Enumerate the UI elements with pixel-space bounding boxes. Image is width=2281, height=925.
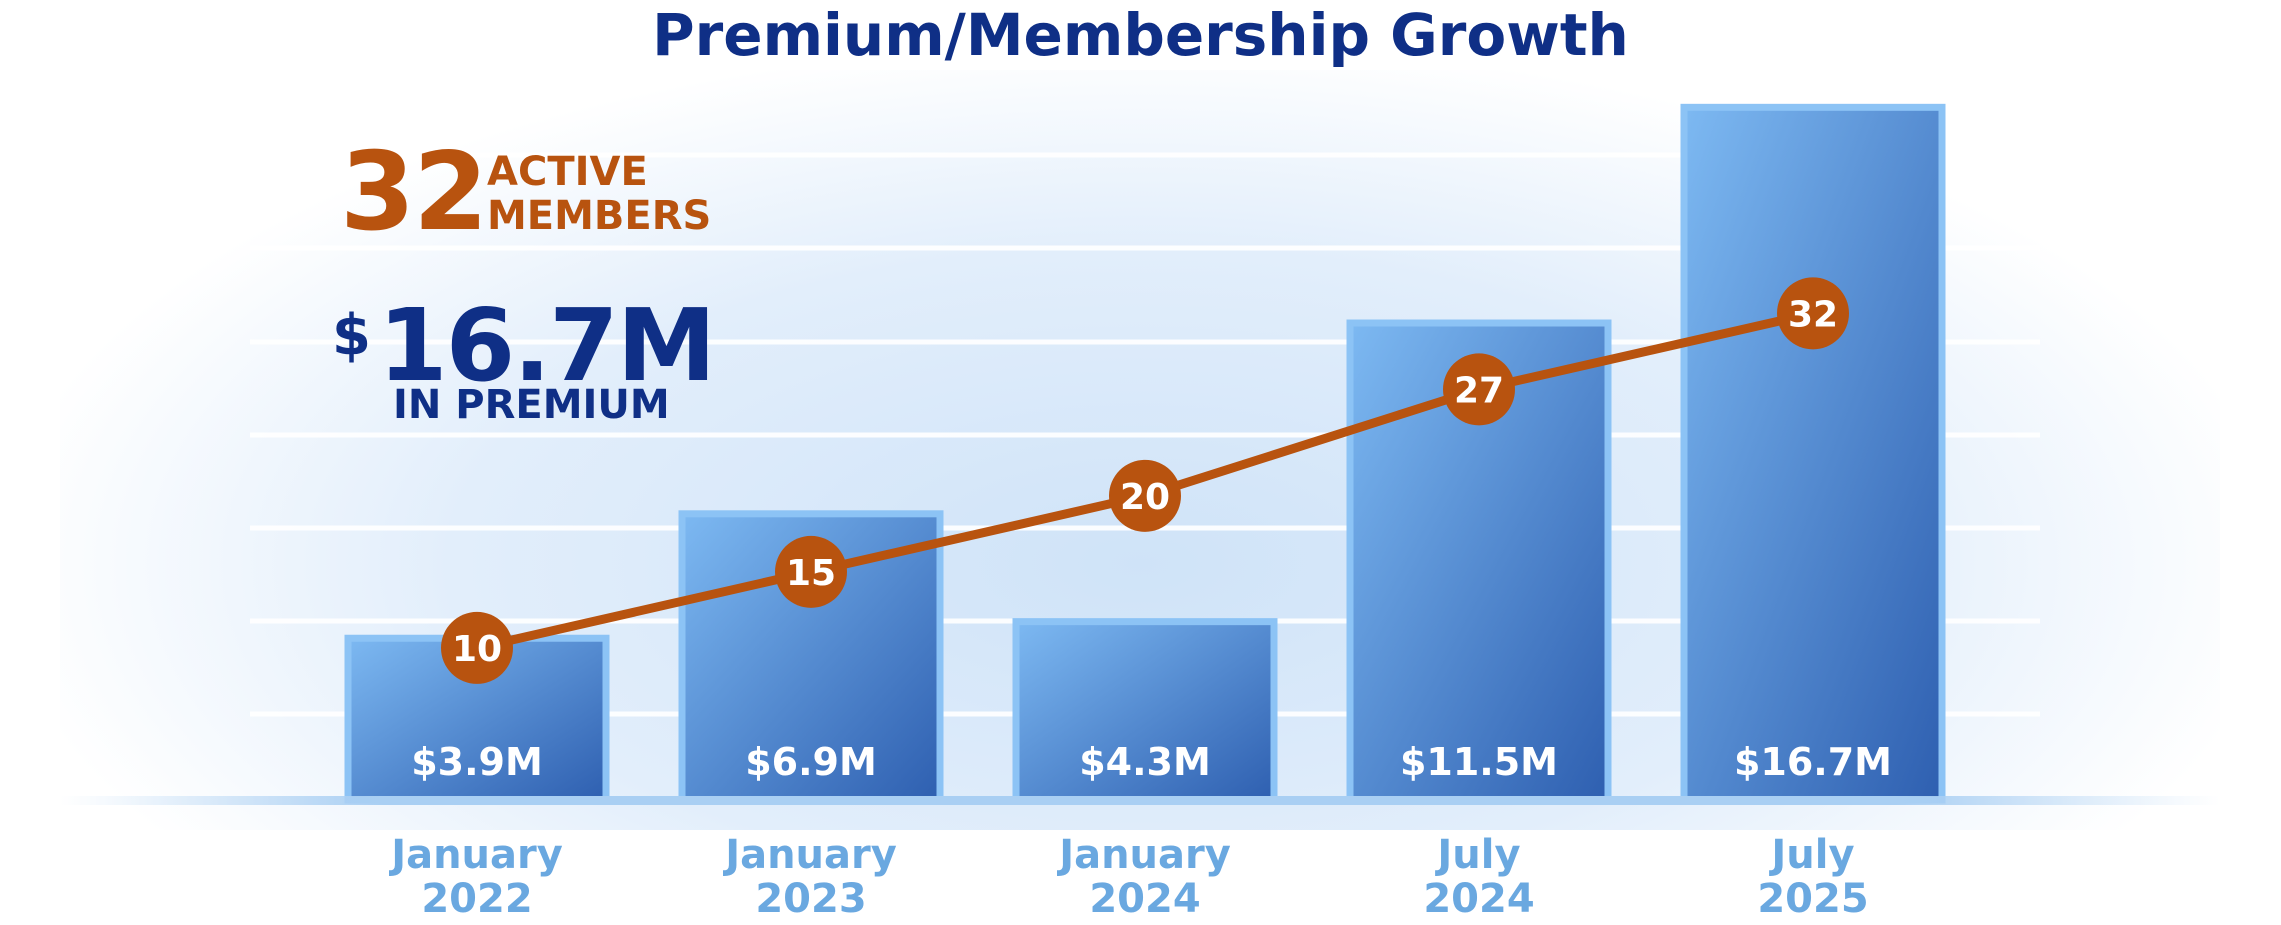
x-tick-label-2-1: 2024 [1089,876,1200,922]
bar-0 [344,634,610,804]
members-point-label-2: 20 [1120,477,1170,518]
x-tick-label-0-0: January [388,832,563,878]
members-label-line2: MEMBERS [487,193,712,239]
premium-label: IN PREMIUM [393,382,670,428]
baseline [60,796,2220,805]
members-point-label-4: 32 [1788,294,1838,335]
x-tick-label-0-1: 2022 [421,876,532,922]
bar-value-label-2: $4.3M [1079,740,1211,784]
bar-2 [1012,618,1278,804]
members-point-0 [441,611,513,684]
premium-dollar-sign: $ [332,303,371,368]
members-point-label-3: 27 [1454,370,1504,411]
members-point-label-0: 10 [452,629,502,670]
x-tick-label-4-1: 2025 [1757,876,1868,922]
x-tick-label-3-1: 2024 [1423,876,1534,922]
x-tick-label-4-0: July [1768,832,1854,878]
bar-value-label-3: $11.5M [1400,740,1558,784]
members-point-3 [1443,353,1515,426]
x-tick-label-1-0: January [722,832,897,878]
premium-total: 16.7M [378,287,716,404]
x-tick-label-2-0: January [1056,832,1231,878]
members-point-2 [1109,459,1181,532]
chart-title: Premium/Membership Growth [652,1,1629,69]
x-tick-label-3-0: July [1434,832,1520,878]
members-point-1 [775,535,847,608]
members-point-label-1: 15 [786,553,836,594]
members-count: 32 [340,130,488,255]
bar-value-label-4: $16.7M [1734,740,1892,784]
x-tick-label-1-1: 2023 [755,876,866,922]
bar-4 [1680,103,1946,804]
members-label: ACTIVE MEMBERS [487,150,711,238]
bar-value-label-1: $6.9M [745,740,877,784]
members-label-line1: ACTIVE [487,149,648,195]
bar-value-label-0: $3.9M [411,740,543,784]
members-point-4 [1777,277,1849,350]
